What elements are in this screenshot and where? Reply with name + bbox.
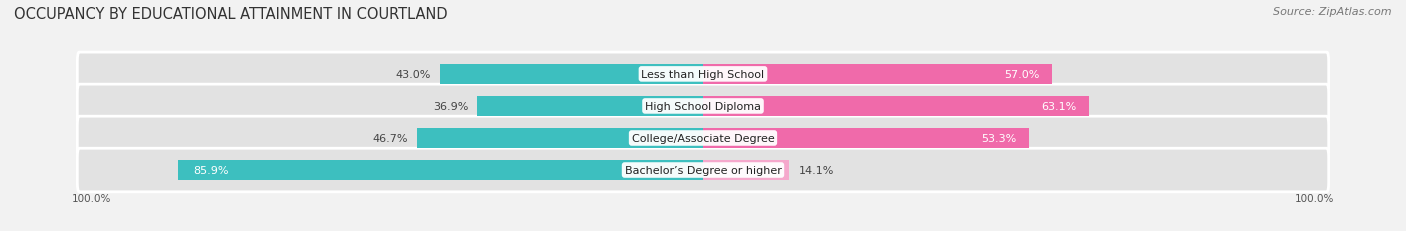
Bar <box>703 128 1029 148</box>
Text: 43.0%: 43.0% <box>395 70 430 79</box>
Bar <box>703 65 1052 85</box>
Text: Bachelor’s Degree or higher: Bachelor’s Degree or higher <box>624 165 782 175</box>
Bar <box>440 65 703 85</box>
Bar <box>477 97 703 116</box>
FancyBboxPatch shape <box>77 85 1329 128</box>
Text: 85.9%: 85.9% <box>193 165 228 175</box>
Text: 53.3%: 53.3% <box>981 133 1017 143</box>
Bar <box>177 160 703 180</box>
FancyBboxPatch shape <box>77 149 1329 192</box>
Text: College/Associate Degree: College/Associate Degree <box>631 133 775 143</box>
Text: Less than High School: Less than High School <box>641 70 765 79</box>
Bar <box>418 128 703 148</box>
Text: 63.1%: 63.1% <box>1042 101 1077 112</box>
Text: OCCUPANCY BY EDUCATIONAL ATTAINMENT IN COURTLAND: OCCUPANCY BY EDUCATIONAL ATTAINMENT IN C… <box>14 7 447 22</box>
FancyBboxPatch shape <box>77 53 1329 96</box>
Text: 14.1%: 14.1% <box>799 165 834 175</box>
Bar <box>703 160 789 180</box>
Text: 36.9%: 36.9% <box>433 101 468 112</box>
FancyBboxPatch shape <box>77 117 1329 160</box>
Bar <box>703 97 1088 116</box>
Text: 46.7%: 46.7% <box>373 133 408 143</box>
Text: High School Diploma: High School Diploma <box>645 101 761 112</box>
Text: Source: ZipAtlas.com: Source: ZipAtlas.com <box>1274 7 1392 17</box>
Text: 57.0%: 57.0% <box>1004 70 1039 79</box>
